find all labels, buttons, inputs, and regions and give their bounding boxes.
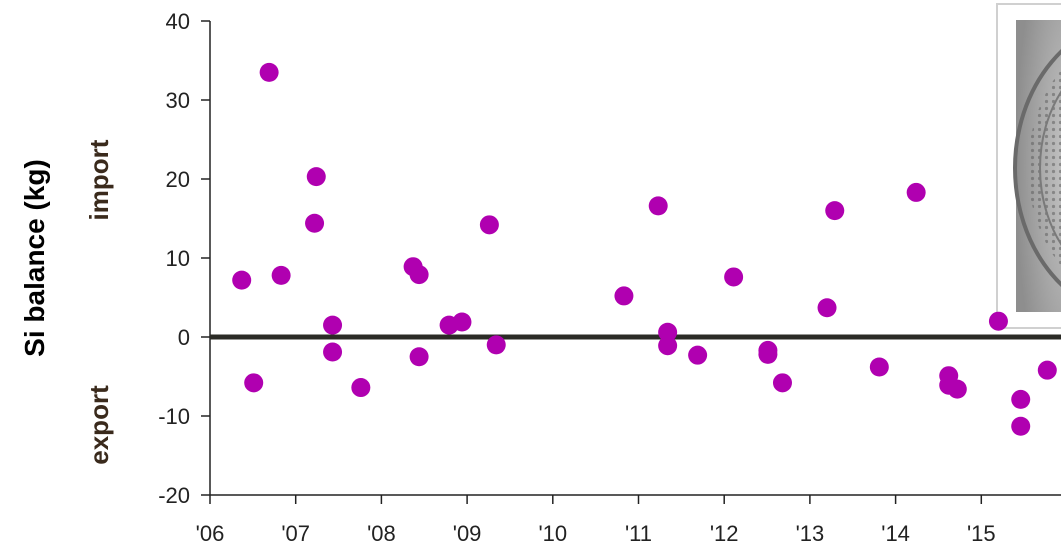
data-point [232,270,252,290]
data-point [479,215,499,235]
data-point [658,336,678,356]
data-point [988,311,1008,331]
data-point [409,265,429,285]
x-tick-label: '15 [967,521,996,546]
x-tick-label: '10 [538,521,567,546]
x-tick-label: '06 [196,521,225,546]
data-point [817,298,837,318]
y-tick-label: -20 [158,483,190,508]
data-point [351,378,371,398]
x-tick-label: '08 [367,521,396,546]
x-tick-label: '09 [453,521,482,546]
data-point [323,315,343,335]
y-tick-label: 40 [166,9,190,34]
data-point [1011,416,1031,436]
y-axis-export-label: export [84,385,114,465]
data-point [772,373,792,393]
data-point [306,167,326,187]
data-point [906,182,926,202]
data-point [409,347,429,367]
x-axis: '06 '07 '08 '09 '10 '11 '12 '13 '14 '15 [196,494,1061,546]
data-points [232,62,1057,436]
data-point [452,312,472,332]
y-tick-label: 20 [166,167,190,192]
x-tick-label: '12 [710,521,739,546]
x-tick-label: '07 [281,521,310,546]
y-tick-label: -10 [158,404,190,429]
y-axis-import-label: import [84,139,114,220]
data-point [323,342,343,362]
data-point [724,267,744,287]
data-point [1011,389,1031,409]
data-point [688,345,708,365]
data-point [869,357,889,377]
diatom-inset-photo [996,3,1061,329]
data-point [244,373,264,393]
x-tick-label: '11 [625,521,652,546]
x-tick-label: '13 [796,521,825,546]
data-point [486,335,506,355]
data-point [648,196,668,216]
y-axis: 40 30 20 10 0 -10 -20 [158,9,211,508]
data-point [305,213,325,233]
y-tick-label: 30 [166,88,190,113]
data-point [658,322,678,342]
data-point [259,62,279,82]
y-tick-label: 10 [166,246,190,271]
data-point [271,265,291,285]
data-point [825,201,845,221]
y-tick-label: 0 [178,325,190,350]
data-point [947,379,967,399]
data-point [758,344,778,364]
y-axis-title: Si balance (kg) [19,159,50,357]
data-point [1037,360,1057,380]
data-point [614,286,634,306]
x-tick-label: '14 [881,521,910,546]
